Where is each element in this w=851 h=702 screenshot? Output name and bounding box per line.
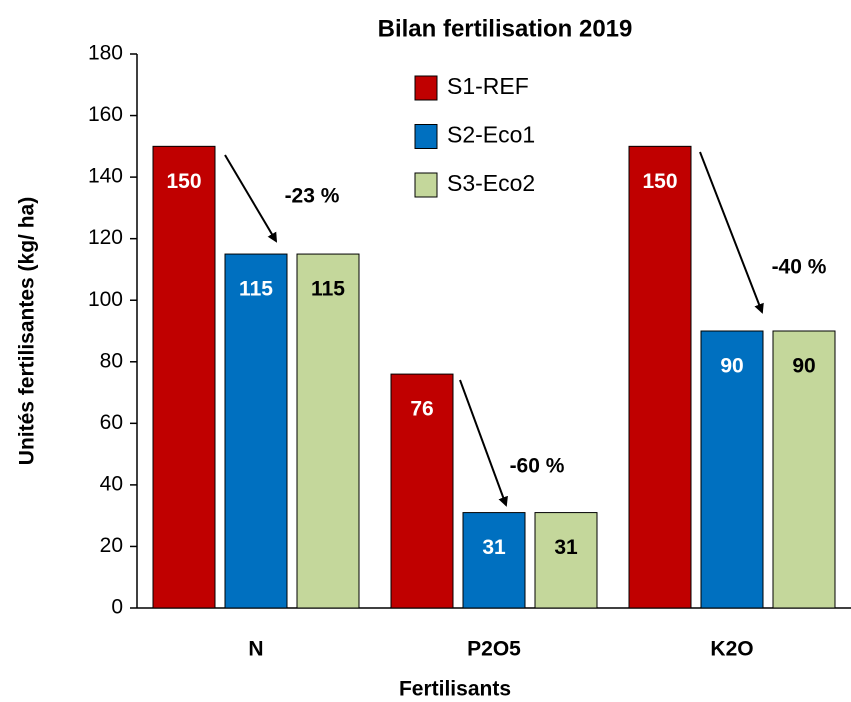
value-label: 90 bbox=[720, 355, 743, 378]
bar bbox=[390, 373, 454, 609]
chart-title: Bilan fertilisation 2019 bbox=[378, 15, 633, 42]
bar bbox=[534, 512, 598, 609]
value-label: 115 bbox=[311, 278, 345, 301]
legend-label: S3-Eco2 bbox=[447, 170, 535, 196]
value-label: 115 bbox=[239, 278, 273, 301]
legend-swatch bbox=[414, 75, 438, 101]
value-label: 150 bbox=[166, 170, 201, 193]
value-label: 150 bbox=[642, 170, 677, 193]
bar bbox=[296, 253, 360, 609]
legend-swatch bbox=[414, 124, 438, 149]
annotation-arrow bbox=[224, 154, 278, 243]
annotation-arrow bbox=[459, 379, 508, 507]
value-label: 90 bbox=[792, 355, 815, 378]
bar bbox=[628, 145, 692, 609]
y-tick-label: 120 bbox=[88, 226, 123, 249]
y-tick-label: 80 bbox=[100, 349, 123, 372]
bar bbox=[224, 253, 288, 609]
y-axis-label: Unités fertilisantes (kg/ ha) bbox=[16, 197, 39, 465]
legend-label: S1-REF bbox=[447, 73, 529, 99]
x-tick-label: P2O5 bbox=[467, 638, 521, 661]
annotation-arrow bbox=[699, 151, 764, 314]
y-tick-label: 0 bbox=[111, 596, 123, 619]
y-tick-label: 140 bbox=[88, 165, 123, 188]
bar bbox=[462, 512, 526, 609]
annotation: -60 % bbox=[510, 455, 565, 478]
bar bbox=[700, 330, 764, 609]
value-label: 31 bbox=[554, 536, 578, 559]
annotation: -23 % bbox=[285, 185, 340, 208]
y-tick-label: 40 bbox=[100, 472, 123, 495]
bar bbox=[772, 330, 836, 609]
value-label: 76 bbox=[410, 398, 433, 421]
y-tick-label: 20 bbox=[100, 534, 123, 557]
annotation: -40 % bbox=[772, 256, 827, 279]
y-tick-label: 60 bbox=[100, 411, 123, 434]
legend-label: S2-Eco1 bbox=[447, 122, 535, 148]
y-tick-label: 160 bbox=[88, 103, 123, 126]
value-label: 31 bbox=[482, 536, 506, 559]
x-axis-label: Fertilisants bbox=[399, 678, 511, 701]
x-tick-label: N bbox=[248, 638, 263, 661]
bar bbox=[152, 145, 216, 609]
x-tick-label: K2O bbox=[710, 638, 753, 661]
y-tick-label: 100 bbox=[88, 288, 123, 311]
y-tick-label: 180 bbox=[88, 42, 123, 65]
legend-swatch bbox=[414, 172, 438, 198]
